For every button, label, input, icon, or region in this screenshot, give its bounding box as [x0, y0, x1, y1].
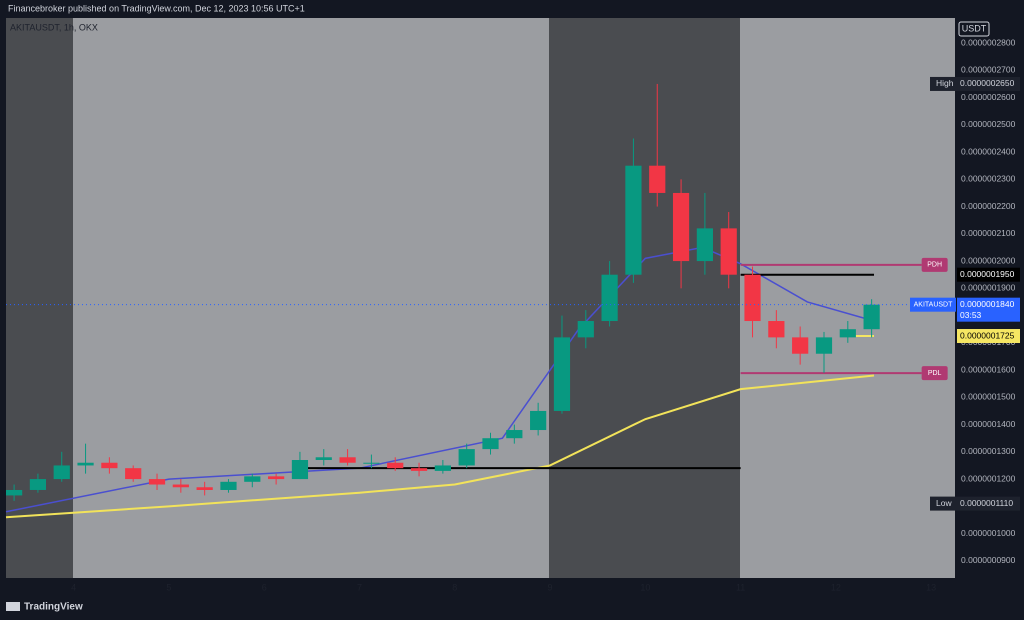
price-box [957, 329, 1020, 344]
y-tick-label: 0.0000002700 [961, 65, 1016, 75]
x-tick-label: 10 [640, 582, 650, 592]
y-tick-label: 0.0000001500 [961, 392, 1016, 402]
x-tick-label: 13 [926, 582, 936, 592]
y-tick-label: 0.0000001900 [961, 283, 1016, 293]
y-tick-label: 0.0000001300 [961, 446, 1016, 456]
price-box-label: 0.0000001950 [960, 269, 1015, 279]
last-price-value: 0.0000001840 [960, 299, 1015, 309]
last-price-box [957, 297, 1020, 322]
y-tick-label: 0.0000001600 [961, 364, 1016, 374]
x-tick-label: 4 [71, 582, 76, 592]
candle-body [387, 462, 404, 469]
candle-body [291, 460, 309, 480]
candle-body [768, 321, 785, 338]
marker-box [930, 76, 1020, 91]
marker-value: 0.0000001110 [960, 498, 1013, 508]
marker-box [930, 496, 1020, 511]
candle-body [744, 274, 761, 322]
currency-box [958, 21, 990, 37]
candle-body [482, 438, 499, 450]
level-tag [921, 257, 948, 272]
candle-body [410, 468, 428, 471]
candle-body [125, 468, 142, 480]
y-tick-label: 0.0000002300 [961, 174, 1016, 184]
candle-body [220, 481, 237, 490]
level-tag [921, 366, 948, 381]
candle-body [53, 465, 70, 480]
candle-body [792, 337, 809, 354]
marker-title: Low [936, 498, 952, 508]
candle-body [363, 462, 380, 464]
last-price-tag [910, 297, 956, 312]
y-tick-label: 0.0000002500 [961, 119, 1016, 129]
y-tick-label: 0.0000002600 [961, 92, 1016, 102]
candle-body [148, 479, 166, 485]
candle-body [101, 462, 118, 469]
candle-body [6, 489, 23, 496]
y-tick-label: 0.0000000900 [961, 555, 1016, 565]
last-price-countdown: 03:53 [960, 310, 982, 320]
price-box [957, 267, 1020, 282]
x-tick-label: 11 [736, 582, 745, 592]
candle-body [601, 274, 618, 322]
moving-average-line [5, 374, 875, 519]
x-tick-label: 5 [166, 582, 171, 592]
candle-body [625, 165, 642, 275]
x-tick-label: 12 [831, 582, 841, 592]
footer: TradingView [6, 602, 83, 613]
candle-body [268, 476, 285, 480]
x-tick-label: 9 [548, 582, 553, 592]
x-tick-label: 8 [452, 582, 457, 592]
candle-body [672, 192, 690, 262]
marker-value: 0.0000002650 [960, 78, 1015, 88]
candle-body [77, 462, 94, 466]
header-text: Financebroker published on TradingView.c… [8, 3, 305, 13]
candle-body [196, 487, 213, 490]
last-price-symbol: AKITAUSDT [914, 302, 953, 309]
candle-body [720, 228, 737, 275]
candle-body [815, 337, 833, 354]
candle-body [339, 457, 356, 463]
currency-label: USDT [962, 23, 987, 33]
marker-title: High [936, 78, 954, 88]
candle-body [577, 321, 594, 338]
candle-body [530, 410, 547, 431]
level-tag-label: PDL [928, 370, 942, 377]
y-tick-label: 0.0000002400 [961, 146, 1016, 156]
candle-body [839, 329, 856, 338]
candle-body [553, 337, 571, 411]
candle-body [696, 228, 713, 262]
y-tick-label: 0.0000001000 [961, 528, 1016, 538]
plot-area [6, 18, 955, 578]
footer-brand: TradingView [24, 602, 83, 613]
y-tick-label: 0.0000002100 [961, 228, 1016, 238]
candle-body [863, 304, 880, 330]
level-tag-label: PDH [927, 262, 942, 269]
candle-body [649, 165, 666, 193]
y-tick-label: 0.0000001400 [961, 419, 1016, 429]
x-tick-label: 6 [262, 582, 267, 592]
candle-body [172, 484, 189, 488]
candle-body [244, 476, 261, 482]
candle-body [506, 430, 523, 439]
session-shade [549, 18, 740, 578]
logo [6, 602, 20, 611]
price-box-label: 0.0000001725 [960, 330, 1015, 340]
y-tick-label: 0.0000002000 [961, 255, 1016, 265]
x-tick-label: 7 [357, 582, 362, 592]
y-tick-label: 0.0000002800 [961, 37, 1016, 47]
y-tick-label: 0.0000002200 [961, 201, 1016, 211]
candle-body [29, 479, 47, 490]
symbol-label: AKITAUSDT, 1h, OKX [10, 22, 98, 32]
candle-body [458, 449, 475, 466]
y-tick-label: 0.0000001200 [961, 473, 1016, 483]
candle-body [434, 465, 451, 471]
candle-body [315, 457, 332, 461]
